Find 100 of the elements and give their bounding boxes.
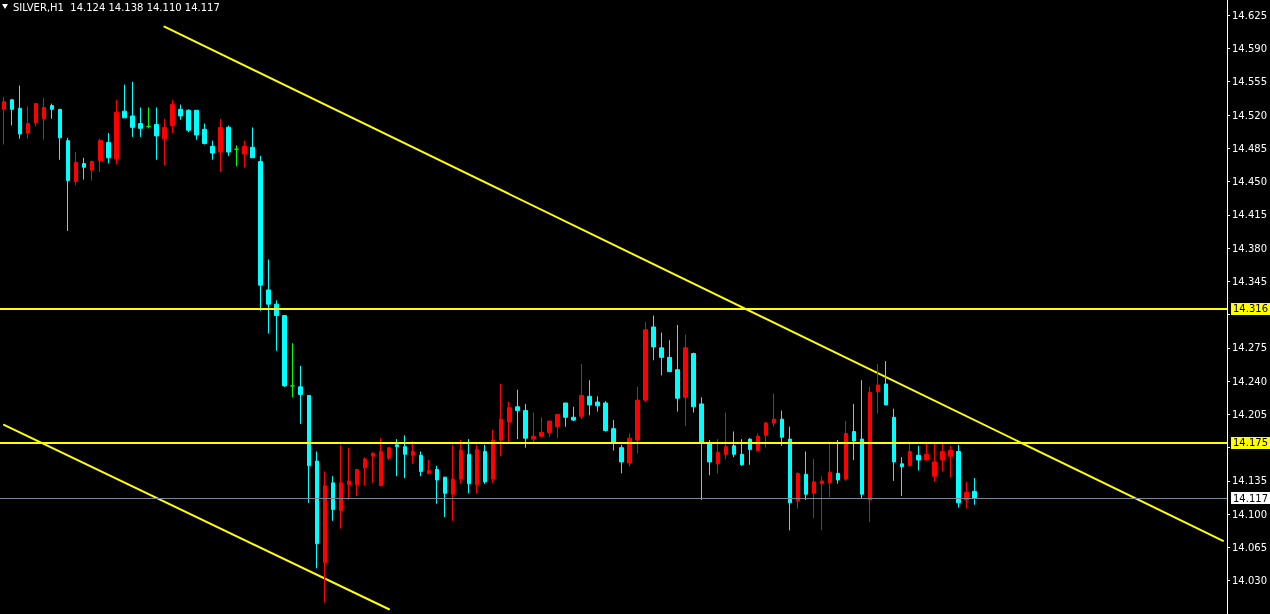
candlestick [202,123,207,145]
candlestick [571,406,576,422]
candlestick [2,96,6,145]
candlestick [323,470,327,604]
candlestick [772,392,776,428]
candlestick [892,408,896,482]
candlestick [964,481,969,509]
candlestick [547,420,552,438]
candlestick [812,458,816,519]
candlestick [683,334,688,427]
candlestick [419,450,423,477]
candlestick [860,379,864,499]
candlestick [724,412,728,460]
candlestick [948,445,953,478]
candlestick [691,352,696,413]
candlestick [274,299,279,352]
candlestick [403,434,407,479]
candlestick [411,440,415,465]
chart-title: SILVER,H1 14.124 14.138 14.110 14.117 [13,1,220,13]
candlestick [483,444,487,485]
candlestick [427,459,431,475]
candlestick [796,471,800,509]
candlestick [282,315,287,388]
candlestick [507,401,512,443]
candlestick [290,342,295,398]
candlestick [595,395,600,413]
candlestick [619,444,624,474]
candlestick [539,416,544,438]
y-tick-label: 14.485 [1232,142,1268,154]
candlestick [844,420,848,482]
y-tick-label: 14.590 [1232,42,1268,54]
candlestick [804,450,808,501]
candlestick [339,444,343,529]
candlestick [884,360,888,406]
candlestick [98,138,103,173]
candlestick [315,450,319,569]
candlestick [531,412,536,443]
candlestick [876,363,880,414]
y-tick-label: 14.380 [1232,242,1268,254]
candlestick [355,469,359,497]
candlestick [868,386,872,523]
candlestick [836,439,840,485]
y-tick-label: 14.555 [1232,76,1268,88]
candlestick [106,132,111,164]
candlestick [379,437,383,487]
candlestick [932,443,937,483]
ref-line-label: 14.117 [1233,492,1269,504]
candlestick [250,126,255,159]
candlestick [258,155,263,312]
candlestick [764,421,768,449]
candlestick [18,85,22,140]
y-tick-label: 14.345 [1232,275,1268,287]
candlestick [242,140,247,168]
candlestick [170,99,175,134]
candlestick [266,258,271,335]
candlestick [635,386,640,454]
candlestick [178,104,183,121]
y-tick-label: 14.135 [1232,475,1268,487]
candlestick [956,444,961,509]
candlestick [972,477,977,506]
candlestick [740,438,744,467]
candlestick [42,97,46,141]
candlestick [611,419,616,452]
candlestick [908,443,912,468]
candlestick [395,438,399,477]
candlestick [579,363,584,420]
candlestick [66,137,70,232]
candlestick [828,443,832,498]
candlestick [130,81,135,138]
y-tick-label: 14.625 [1232,9,1268,21]
candlestick [659,332,664,376]
candlestick [347,447,351,501]
candlestick [852,403,856,461]
y-tick-label: 14.240 [1232,375,1268,387]
candlestick [26,105,30,140]
y-tick-label: 14.030 [1232,575,1268,587]
candlestick [50,103,54,120]
ref-line-label: 14.316 [1233,303,1269,315]
candlestick [90,160,94,182]
candlestick [900,456,904,497]
candlestick [780,410,784,447]
candlestick [788,426,792,531]
candlestick [603,400,608,433]
y-tick-label: 14.065 [1232,541,1268,553]
candlestick [146,106,151,129]
candlestick [435,465,439,505]
candlestick [707,439,712,476]
candlestick [186,108,191,133]
candlestick [122,84,127,119]
candlestick [363,456,367,487]
candlestick [74,151,78,186]
candlestick [234,144,239,167]
candlestick [916,445,921,471]
candlestick [563,402,568,428]
candlestick [459,439,463,485]
candlestick [716,438,720,474]
candlestick [298,365,303,425]
y-tick-label: 14.520 [1232,109,1268,121]
candlestick [387,446,391,461]
candlestick [443,476,447,518]
